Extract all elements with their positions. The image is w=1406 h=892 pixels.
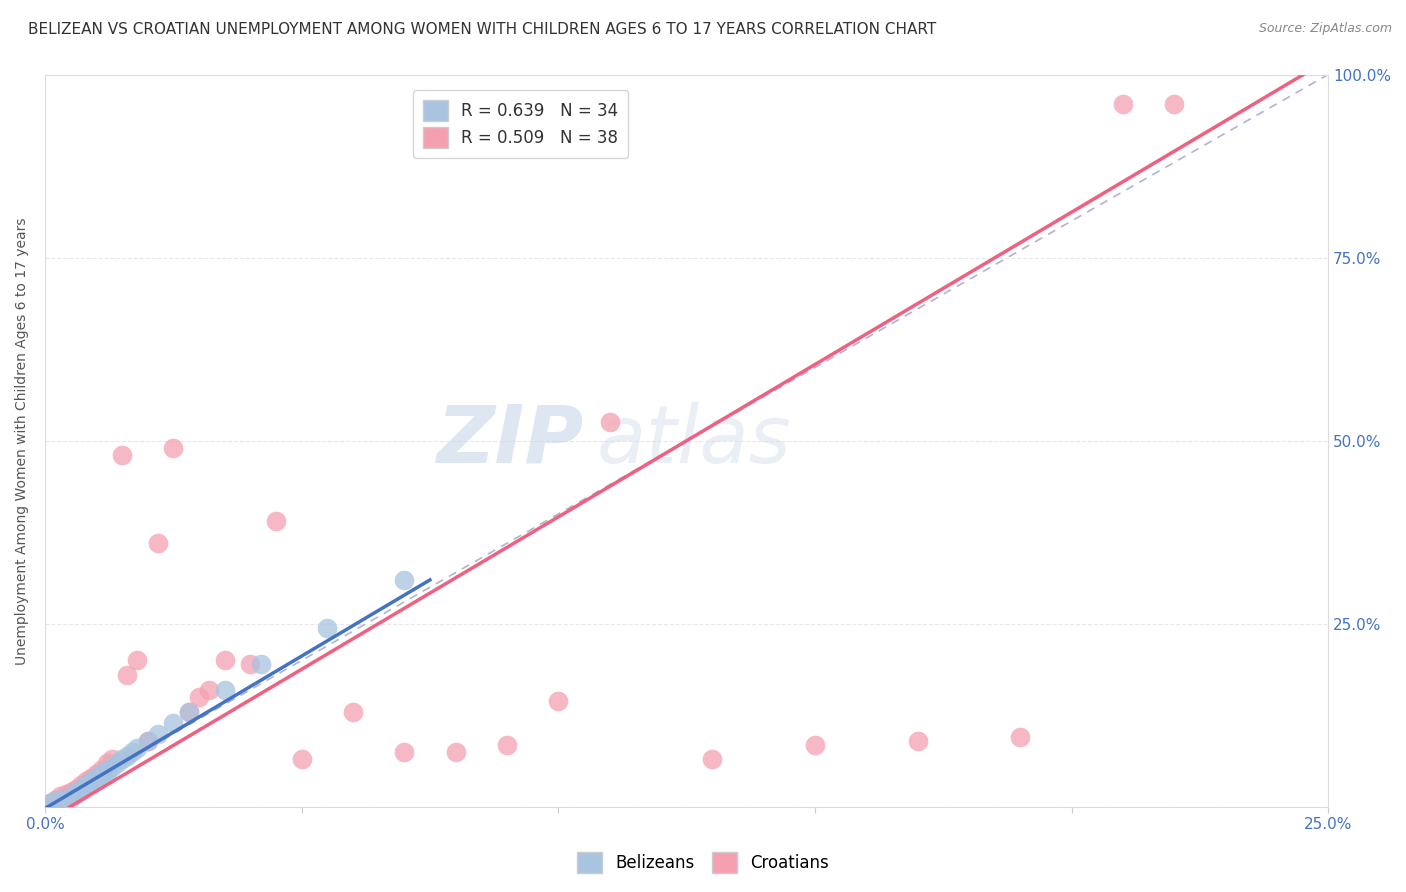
Point — [177, 705, 200, 719]
Point — [49, 792, 72, 806]
Point — [907, 734, 929, 748]
Point — [70, 781, 93, 796]
Point — [177, 705, 200, 719]
Point — [264, 514, 287, 528]
Text: BELIZEAN VS CROATIAN UNEMPLOYMENT AMONG WOMEN WITH CHILDREN AGES 6 TO 17 YEARS C: BELIZEAN VS CROATIAN UNEMPLOYMENT AMONG … — [28, 22, 936, 37]
Point — [394, 745, 416, 759]
Point — [162, 441, 184, 455]
Point — [115, 748, 138, 763]
Point — [100, 752, 122, 766]
Point — [316, 621, 339, 635]
Point — [84, 767, 107, 781]
Point — [115, 668, 138, 682]
Point — [59, 785, 82, 799]
Point — [136, 734, 159, 748]
Point — [55, 787, 77, 801]
Point — [444, 745, 467, 759]
Point — [65, 781, 87, 796]
Point — [75, 774, 97, 789]
Point — [100, 760, 122, 774]
Text: Source: ZipAtlas.com: Source: ZipAtlas.com — [1258, 22, 1392, 36]
Point — [136, 734, 159, 748]
Legend: R = 0.639   N = 34, R = 0.509   N = 38: R = 0.639 N = 34, R = 0.509 N = 38 — [412, 90, 628, 158]
Point — [804, 738, 827, 752]
Point — [1163, 96, 1185, 111]
Point — [239, 657, 262, 672]
Point — [49, 789, 72, 803]
Point — [188, 690, 211, 705]
Point — [214, 653, 236, 667]
Point — [127, 653, 149, 667]
Point — [702, 752, 724, 766]
Text: atlas: atlas — [596, 401, 792, 480]
Y-axis label: Unemployment Among Women with Children Ages 6 to 17 years: Unemployment Among Women with Children A… — [15, 217, 30, 665]
Point — [96, 764, 118, 779]
Point — [90, 769, 112, 783]
Point — [1112, 96, 1135, 111]
Point — [249, 657, 271, 672]
Point — [162, 715, 184, 730]
Point — [55, 791, 77, 805]
Point — [342, 705, 364, 719]
Point — [127, 741, 149, 756]
Point — [111, 449, 134, 463]
Point — [70, 784, 93, 798]
Point — [394, 573, 416, 587]
Point — [75, 780, 97, 794]
Point — [146, 536, 169, 550]
Point — [547, 694, 569, 708]
Point — [90, 767, 112, 781]
Point — [84, 772, 107, 786]
Point — [121, 745, 143, 759]
Legend: Belizeans, Croatians: Belizeans, Croatians — [571, 846, 835, 880]
Point — [291, 752, 314, 766]
Point — [80, 774, 103, 789]
Point — [75, 778, 97, 792]
Point — [59, 791, 82, 805]
Point — [39, 797, 62, 811]
Point — [59, 789, 82, 803]
Point — [111, 752, 134, 766]
Point — [146, 727, 169, 741]
Text: ZIP: ZIP — [436, 401, 583, 480]
Point — [80, 771, 103, 785]
Point — [96, 756, 118, 770]
Point — [44, 792, 66, 806]
Point — [105, 756, 128, 770]
Point — [65, 787, 87, 801]
Point — [70, 778, 93, 792]
Point — [496, 738, 519, 752]
Point — [198, 682, 221, 697]
Point — [84, 771, 107, 785]
Point — [39, 797, 62, 811]
Point — [44, 794, 66, 808]
Point — [90, 764, 112, 778]
Point — [96, 764, 118, 778]
Point — [80, 776, 103, 790]
Point — [65, 785, 87, 799]
Point — [599, 416, 621, 430]
Point — [214, 682, 236, 697]
Point — [1010, 731, 1032, 745]
